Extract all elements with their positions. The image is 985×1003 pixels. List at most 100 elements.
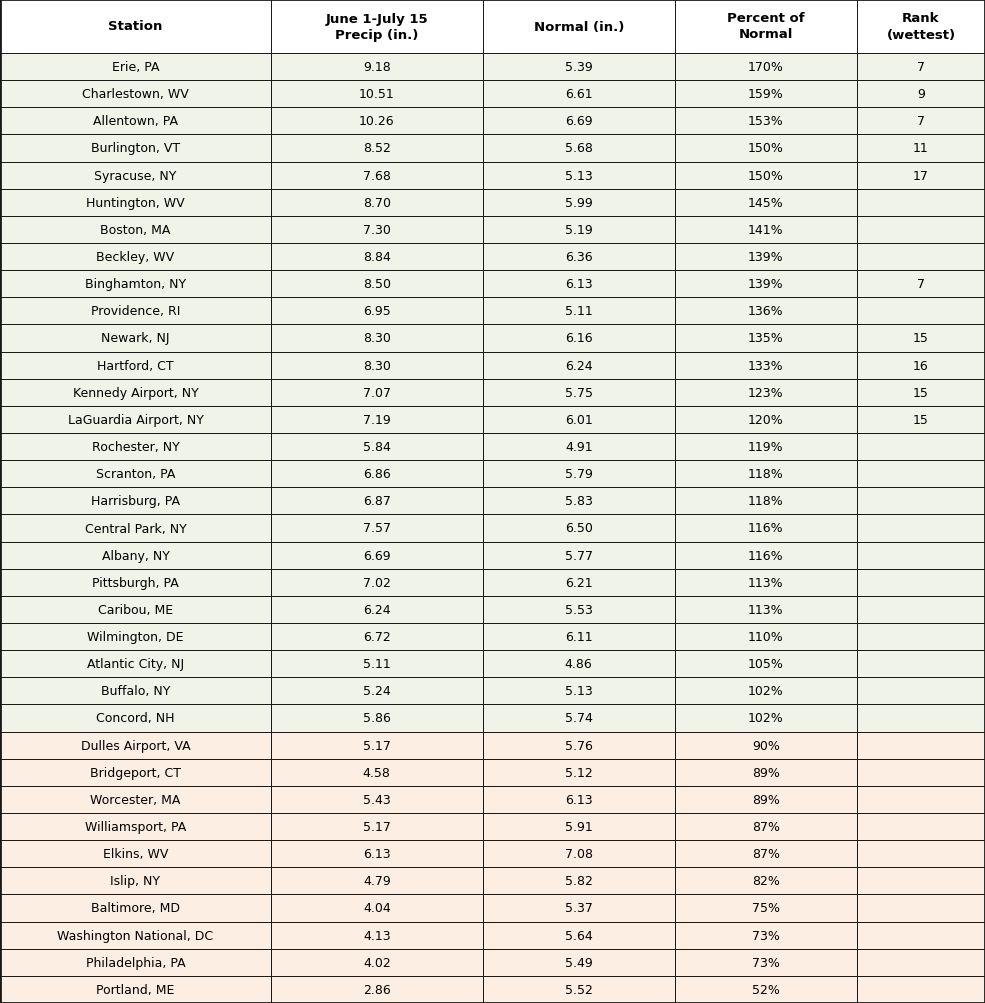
Text: Newark, NJ: Newark, NJ bbox=[101, 332, 169, 345]
Text: 118%: 118% bbox=[748, 467, 784, 480]
Text: Dulles Airport, VA: Dulles Airport, VA bbox=[81, 739, 190, 752]
Bar bbox=[0, 542, 985, 569]
Bar bbox=[857, 868, 985, 895]
Bar bbox=[0, 976, 985, 1003]
Text: 119%: 119% bbox=[748, 440, 784, 453]
Bar bbox=[857, 244, 985, 271]
Bar bbox=[857, 108, 985, 135]
Bar bbox=[483, 217, 675, 244]
Bar bbox=[0, 190, 271, 217]
Bar bbox=[483, 379, 675, 406]
Text: 4.02: 4.02 bbox=[362, 956, 391, 969]
Bar bbox=[675, 460, 857, 487]
Text: 5.74: 5.74 bbox=[564, 712, 593, 725]
Text: 73%: 73% bbox=[752, 929, 780, 942]
Text: LaGuardia Airport, NY: LaGuardia Airport, NY bbox=[68, 413, 203, 426]
Text: 5.64: 5.64 bbox=[564, 929, 593, 942]
Text: 82%: 82% bbox=[752, 875, 780, 888]
Text: 5.99: 5.99 bbox=[564, 197, 593, 210]
Bar bbox=[0, 162, 271, 190]
Text: Caribou, ME: Caribou, ME bbox=[98, 604, 173, 616]
Text: 7.30: 7.30 bbox=[362, 224, 391, 237]
Bar bbox=[0, 542, 271, 569]
Bar bbox=[0, 108, 985, 135]
Text: Boston, MA: Boston, MA bbox=[100, 224, 170, 237]
Text: 2.86: 2.86 bbox=[362, 983, 391, 996]
Text: Worcester, MA: Worcester, MA bbox=[91, 793, 180, 806]
Text: Station: Station bbox=[108, 20, 163, 33]
Bar bbox=[0, 135, 985, 162]
Bar bbox=[0, 325, 271, 352]
Text: 123%: 123% bbox=[748, 386, 784, 399]
Text: Atlantic City, NJ: Atlantic City, NJ bbox=[87, 658, 184, 671]
Text: 5.11: 5.11 bbox=[362, 658, 391, 671]
Bar bbox=[0, 217, 271, 244]
Text: 153%: 153% bbox=[748, 115, 784, 128]
Bar bbox=[675, 868, 857, 895]
Text: 5.84: 5.84 bbox=[362, 440, 391, 453]
Bar bbox=[675, 922, 857, 949]
Bar bbox=[271, 976, 483, 1003]
Bar bbox=[675, 542, 857, 569]
Text: Erie, PA: Erie, PA bbox=[111, 61, 160, 74]
Bar bbox=[271, 271, 483, 298]
Bar bbox=[675, 759, 857, 786]
Bar bbox=[0, 786, 271, 813]
Bar bbox=[675, 651, 857, 678]
Bar bbox=[857, 515, 985, 542]
Bar bbox=[483, 298, 675, 325]
Bar bbox=[483, 786, 675, 813]
Text: 10.51: 10.51 bbox=[359, 88, 395, 101]
Bar bbox=[675, 244, 857, 271]
Text: 133%: 133% bbox=[748, 359, 784, 372]
Bar bbox=[675, 678, 857, 705]
Bar bbox=[483, 433, 675, 460]
Text: 15: 15 bbox=[913, 332, 929, 345]
Text: 159%: 159% bbox=[748, 88, 784, 101]
Text: 6.13: 6.13 bbox=[564, 278, 593, 291]
Bar bbox=[0, 325, 985, 352]
Bar bbox=[857, 460, 985, 487]
Bar bbox=[857, 569, 985, 596]
Bar bbox=[483, 487, 675, 515]
Bar bbox=[483, 325, 675, 352]
Bar bbox=[675, 487, 857, 515]
Bar bbox=[483, 162, 675, 190]
Text: Pittsburgh, PA: Pittsburgh, PA bbox=[92, 576, 179, 589]
Bar bbox=[271, 868, 483, 895]
Bar bbox=[0, 108, 271, 135]
Text: Harrisburg, PA: Harrisburg, PA bbox=[91, 494, 180, 508]
Bar bbox=[271, 460, 483, 487]
Bar bbox=[0, 244, 985, 271]
Text: Syracuse, NY: Syracuse, NY bbox=[95, 170, 176, 183]
Bar bbox=[271, 705, 483, 732]
Bar bbox=[857, 190, 985, 217]
Bar bbox=[271, 895, 483, 922]
Bar bbox=[675, 433, 857, 460]
Bar bbox=[0, 705, 271, 732]
Text: 6.86: 6.86 bbox=[362, 467, 391, 480]
Text: 145%: 145% bbox=[748, 197, 784, 210]
Text: 7.08: 7.08 bbox=[564, 848, 593, 861]
Text: Burlington, VT: Burlington, VT bbox=[91, 142, 180, 155]
Bar bbox=[271, 542, 483, 569]
Bar bbox=[0, 271, 985, 298]
Bar bbox=[0, 217, 985, 244]
Bar bbox=[675, 515, 857, 542]
Bar bbox=[0, 460, 271, 487]
Text: 11: 11 bbox=[913, 142, 929, 155]
Bar bbox=[0, 0, 271, 54]
Bar bbox=[0, 433, 271, 460]
Bar bbox=[675, 352, 857, 379]
Text: 73%: 73% bbox=[752, 956, 780, 969]
Text: Buffalo, NY: Buffalo, NY bbox=[100, 685, 170, 698]
Bar bbox=[675, 786, 857, 813]
Text: 6.24: 6.24 bbox=[362, 604, 391, 616]
Text: 5.77: 5.77 bbox=[564, 549, 593, 562]
Text: Allentown, PA: Allentown, PA bbox=[93, 115, 178, 128]
Bar bbox=[0, 949, 271, 976]
Text: Percent of
Normal: Percent of Normal bbox=[727, 12, 805, 41]
Text: 6.87: 6.87 bbox=[362, 494, 391, 508]
Bar bbox=[271, 190, 483, 217]
Bar bbox=[0, 298, 271, 325]
